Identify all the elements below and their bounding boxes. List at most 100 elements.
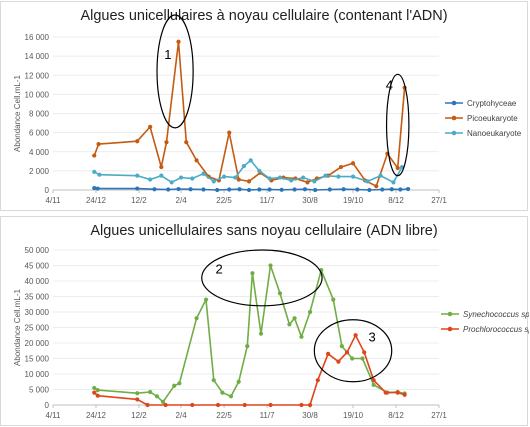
x-tick-label: 24/12: [86, 196, 107, 205]
y-tick-label: 40 000: [25, 277, 50, 286]
y-tick-label: 2 000: [29, 167, 50, 176]
data-point: [97, 172, 102, 177]
data-point: [339, 344, 344, 349]
y-axis-title: Abondance Cell.mL-1: [13, 288, 22, 365]
data-point: [389, 187, 394, 192]
data-point: [302, 187, 307, 192]
data-point: [398, 187, 403, 192]
y-tick-label: 25 000: [25, 324, 50, 333]
data-point: [184, 140, 189, 145]
annotation-ellipse: [385, 73, 410, 177]
legend-swatch-marker: [451, 100, 457, 106]
data-point: [248, 158, 253, 163]
data-point: [268, 263, 273, 268]
legend-entry: Synechococcus sp.: [441, 310, 529, 319]
y-tick-label: 20 000: [25, 339, 50, 348]
y-tick-label: 10 000: [25, 370, 50, 379]
data-point: [211, 378, 216, 383]
chart-panel-prokaryote: Algues unicellulaires sans noyau cellula…: [0, 216, 529, 426]
data-point: [96, 142, 101, 147]
x-tick-label: 4/11: [46, 411, 62, 420]
data-point: [405, 186, 411, 192]
data-point: [301, 175, 306, 180]
data-point: [92, 385, 97, 391]
data-point: [148, 389, 153, 395]
annotation-ellipse: [313, 319, 393, 383]
data-point: [289, 178, 294, 183]
series-1: [92, 333, 407, 408]
data-point: [374, 184, 379, 189]
y-tick-label: 30 000: [25, 308, 50, 317]
data-point: [245, 344, 250, 349]
x-tick-label: 30/8: [302, 196, 318, 205]
data-point: [323, 173, 328, 178]
chart-title: Algues unicellulaires sans noyau cellula…: [90, 223, 438, 239]
series-1: [92, 39, 407, 189]
data-point: [148, 124, 153, 129]
legend-label: Nanoeukaryote: [467, 129, 522, 138]
data-point: [194, 316, 199, 321]
data-point: [188, 187, 193, 192]
y-tick-label: 0: [45, 401, 50, 410]
data-point: [221, 174, 227, 179]
data-point: [215, 187, 220, 193]
data-point: [237, 187, 242, 192]
y-tick-label: 10 000: [25, 90, 50, 99]
data-point: [258, 331, 264, 336]
data-point: [152, 187, 157, 192]
data-point: [341, 187, 346, 192]
y-tick-label: 5 000: [29, 386, 50, 395]
data-point: [236, 379, 241, 384]
data-point: [159, 173, 164, 178]
data-point: [211, 179, 216, 184]
y-tick-label: 6 000: [29, 129, 50, 138]
data-point: [344, 350, 350, 355]
data-point: [201, 187, 206, 192]
data-point: [402, 392, 407, 397]
x-tick-label: 27/1: [431, 411, 447, 420]
data-point: [135, 391, 140, 396]
data-point: [277, 175, 283, 180]
data-point: [395, 165, 400, 171]
data-point: [307, 309, 313, 315]
x-tick-label: 30/8: [302, 411, 318, 420]
data-point: [194, 158, 199, 163]
data-point: [135, 173, 140, 178]
data-point: [312, 179, 317, 184]
data-point: [292, 316, 297, 321]
y-axis-title: Abondance Cell.mL-1: [13, 74, 22, 151]
data-point: [257, 187, 262, 192]
annotation-ellipse: [156, 14, 194, 129]
series-0: [92, 263, 407, 404]
data-point: [350, 356, 355, 361]
chart-title: Algues unicellulaires à noyau cellulaire…: [80, 8, 448, 24]
data-point: [92, 169, 97, 174]
data-point: [177, 381, 182, 386]
series-line: [93, 159, 403, 184]
x-tick-label: 11/7: [260, 196, 276, 205]
data-point: [371, 382, 376, 387]
data-point: [378, 173, 383, 178]
legend-label: Picoeukaryote: [467, 114, 518, 123]
y-tick-label: 50 000: [25, 246, 50, 255]
data-point: [160, 399, 166, 404]
data-point: [201, 171, 206, 176]
data-point: [215, 402, 221, 408]
legend-label: Prochlorococcus sp.: [463, 325, 529, 334]
data-point: [95, 393, 100, 398]
data-point: [246, 187, 252, 193]
x-tick-label: 2/4: [176, 411, 188, 420]
data-point: [336, 174, 341, 179]
data-point: [176, 39, 181, 44]
annotation-label: 2: [215, 261, 222, 276]
data-point: [299, 334, 304, 339]
data-point: [367, 187, 372, 193]
data-point: [250, 271, 255, 276]
legend-swatch-marker: [447, 311, 453, 317]
legend-entry: Picoeukaryote: [445, 114, 518, 123]
data-point: [227, 187, 232, 192]
data-point: [327, 187, 332, 192]
x-tick-label: 27/1: [431, 196, 447, 205]
legend-entry: Cryptohyceae: [445, 99, 517, 108]
data-point: [92, 390, 97, 395]
